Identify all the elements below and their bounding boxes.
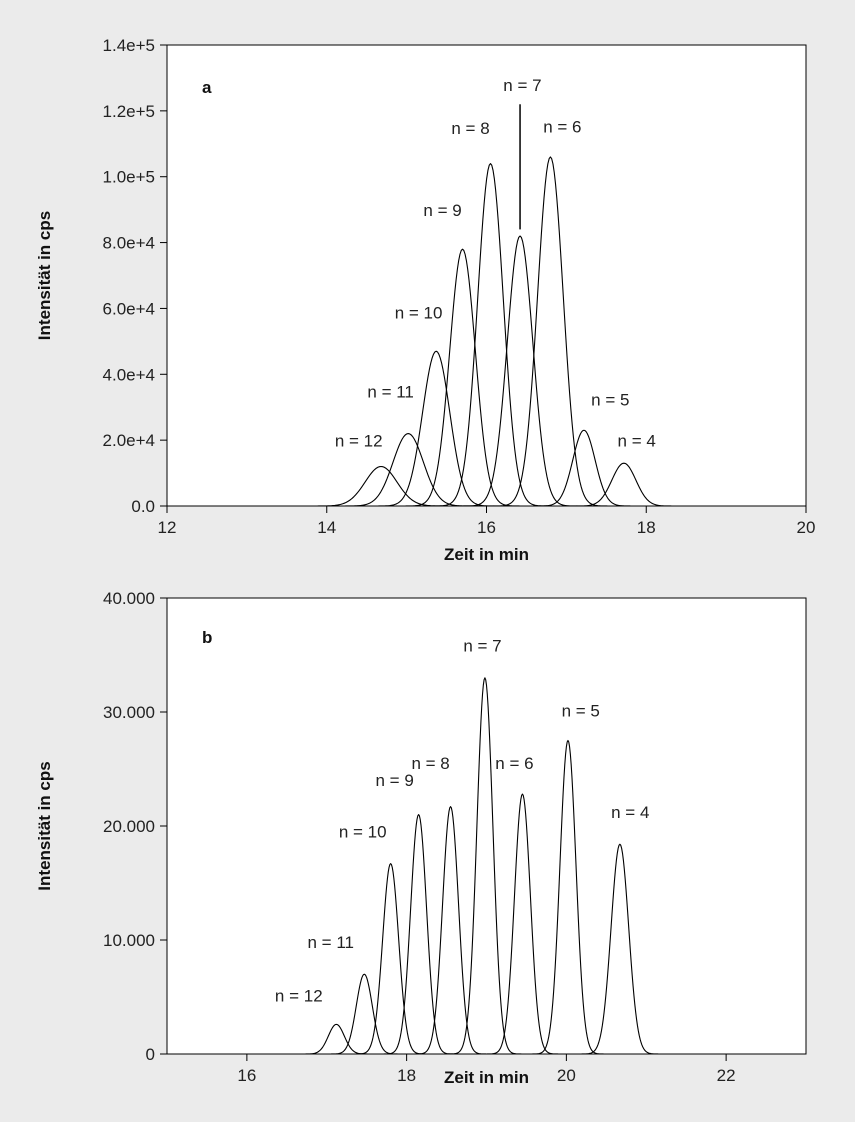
peak-label: n = 12 [275,987,323,1006]
y-tick-label: 10.000 [103,931,155,950]
peak-label: n = 7 [503,76,541,95]
x-tick-label: 14 [317,518,336,537]
peak-label: n = 4 [618,432,656,451]
x-tick-label: 22 [717,1066,736,1085]
peak-label: n = 8 [411,754,449,773]
peak-label: n = 5 [562,702,600,721]
x-tick-label: 18 [637,518,656,537]
peak-label: n = 4 [611,803,649,822]
peak-label: n = 8 [451,119,489,138]
peak-label: n = 9 [423,201,461,220]
y-tick-label: 2.0e+4 [103,431,155,450]
peak-label: n = 12 [335,432,383,451]
y-tick-label: 1.0e+5 [103,168,155,187]
peak-label: n = 7 [463,637,501,656]
y-tick-label: 1.2e+5 [103,102,155,121]
peak-label: n = 9 [375,771,413,790]
peak-label: n = 5 [591,391,629,410]
x-tick-label: 20 [557,1066,576,1085]
peak-label: n = 10 [339,822,387,841]
x-tick-label: 12 [158,518,177,537]
y-axis-title: Intensität in cps [35,211,54,340]
peak-label: n = 6 [495,754,533,773]
peak-label: n = 6 [543,117,581,136]
chart-panel-a: 12 14 16 18 20 0.0 2.0e+4 4.0e+4 6.0e+4 8.0e+4 1.0… [35,36,815,564]
peak-label: n = 11 [308,933,354,952]
x-tick-label: 20 [797,518,816,537]
y-tick-label: 1.4e+5 [103,36,155,55]
y-tick-label: 40.000 [103,589,155,608]
peak-label: n = 11 [367,382,413,401]
y-tick-label: 30.000 [103,703,155,722]
y-tick-label: 0 [146,1045,155,1064]
panel-letter: a [202,78,212,97]
y-axis-title: Intensität in cps [35,761,54,890]
panel-letter: b [202,628,212,647]
y-tick-label: 20.000 [103,817,155,836]
x-axis-title: Zeit in min [444,1068,529,1087]
y-tick-label: 6.0e+4 [103,299,155,318]
x-tick-label: 16 [477,518,496,537]
plot-area [166,597,807,1055]
x-tick-label: 16 [237,1066,256,1085]
x-tick-label: 18 [397,1066,416,1085]
chart-panel-b: 16 18 20 22 0 10.000 20.000 30.000 40.000 Zeit in… [35,589,807,1087]
plot-area [166,44,807,507]
peak-label: n = 10 [395,303,443,322]
y-tick-label: 0.0 [131,497,155,516]
y-tick-label: 4.0e+4 [103,365,155,384]
y-tick-label: 8.0e+4 [103,234,155,253]
x-axis-title: Zeit in min [444,545,529,564]
